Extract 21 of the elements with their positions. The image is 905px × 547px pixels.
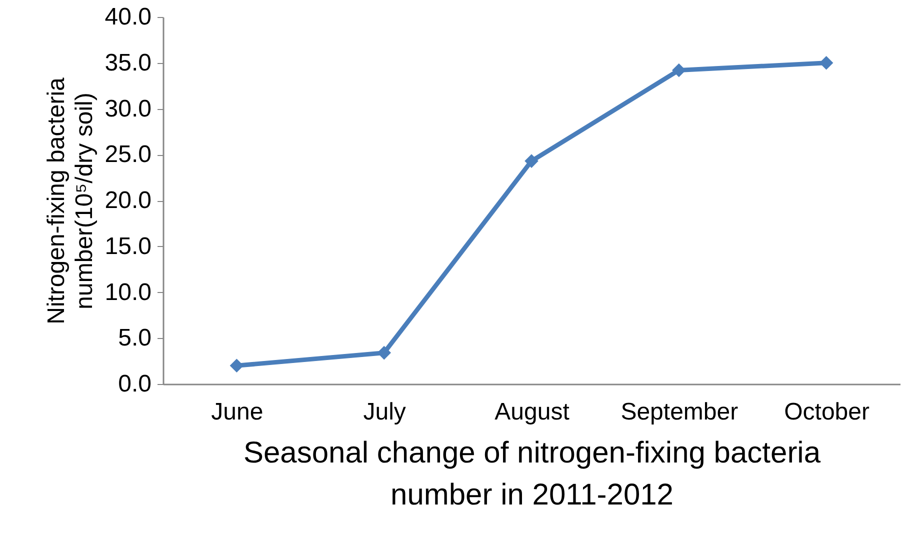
x-axis-title: Seasonal change of nitrogen-fixing bacteria number in 2011-2012 (243, 436, 821, 512)
y-tick-label: 30.0 (104, 95, 152, 122)
x-tick-label: June (211, 398, 264, 426)
y-tick-label: 5.0 (118, 324, 152, 352)
x-tick-label: August (494, 398, 570, 426)
point (672, 63, 686, 78)
point (819, 56, 834, 70)
y-tick-label: 35.0 (104, 49, 152, 76)
y-tick-label: 20.0 (104, 187, 152, 214)
y-tick-label: 40.0 (104, 4, 152, 30)
point (524, 154, 538, 168)
x-tick-label: October (784, 398, 870, 426)
point (377, 346, 391, 360)
y-tick-label: 0.0 (118, 370, 152, 398)
y-tick-label: 25.0 (104, 141, 152, 168)
y-tick-label: 15.0 (104, 232, 152, 260)
y-axis-title: Nitrogen-fixing bacteria number(10⁵/dry soil) (42, 76, 98, 324)
x-tick-label: September (620, 398, 738, 426)
y-tick-label: 10.0 (104, 278, 152, 306)
point (230, 358, 244, 373)
x-tick-label: July (363, 398, 406, 426)
